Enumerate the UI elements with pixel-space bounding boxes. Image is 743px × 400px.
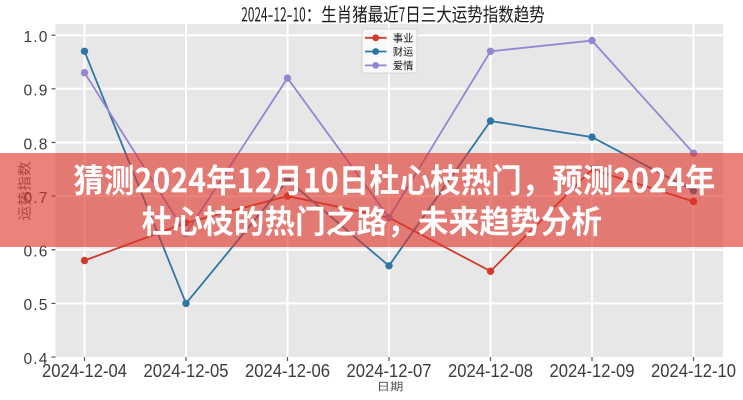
svg-text:0.6: 0.6 <box>24 244 49 261</box>
svg-text:2024-12-06: 2024-12-06 <box>245 360 330 381</box>
svg-text:2024-12-07: 2024-12-07 <box>347 360 432 381</box>
svg-text:0.9: 0.9 <box>24 83 49 100</box>
svg-text:2024-12-10: 2024-12-10 <box>651 360 736 381</box>
svg-text:2024-12-05: 2024-12-05 <box>144 360 229 381</box>
svg-text:1.0: 1.0 <box>24 29 49 46</box>
svg-text:0.5: 0.5 <box>24 297 49 314</box>
svg-text:2024-12-08: 2024-12-08 <box>448 360 533 381</box>
svg-text:0.4: 0.4 <box>24 351 49 368</box>
svg-text:2024-12-09: 2024-12-09 <box>550 360 635 381</box>
svg-text:0.8: 0.8 <box>24 136 49 153</box>
svg-text:2024-12-04: 2024-12-04 <box>42 360 127 381</box>
